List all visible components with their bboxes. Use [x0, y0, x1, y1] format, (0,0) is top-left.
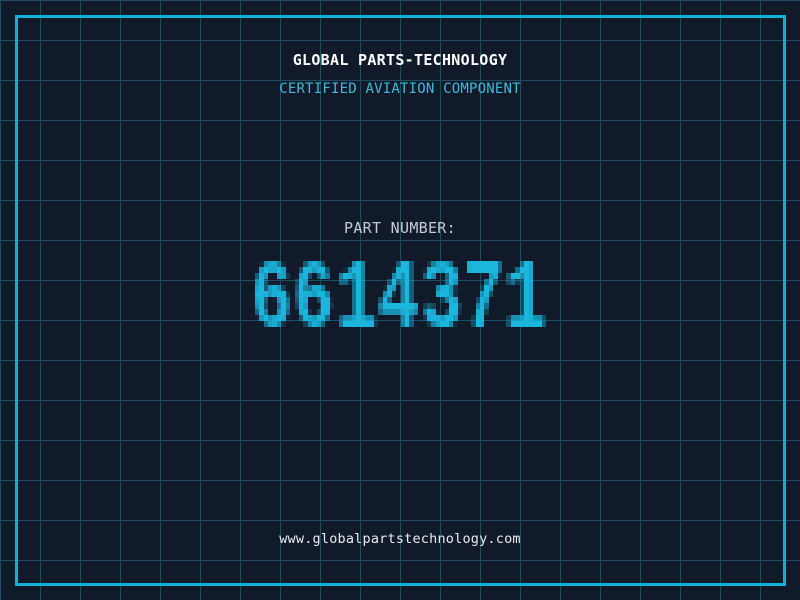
website-url: www.globalpartstechnology.com	[279, 531, 521, 547]
part-number-label: PART NUMBER:	[344, 219, 456, 237]
page-title: GLOBAL PARTS-TECHNOLOGY	[292, 51, 508, 69]
part-number-wrap: 6614371	[0, 261, 800, 327]
part-number-text: 6614371	[555, 261, 556, 262]
page-subtitle: CERTIFIED AVIATION COMPONENT	[279, 81, 521, 97]
frame-border	[15, 15, 786, 586]
part-number-display	[245, 261, 555, 327]
